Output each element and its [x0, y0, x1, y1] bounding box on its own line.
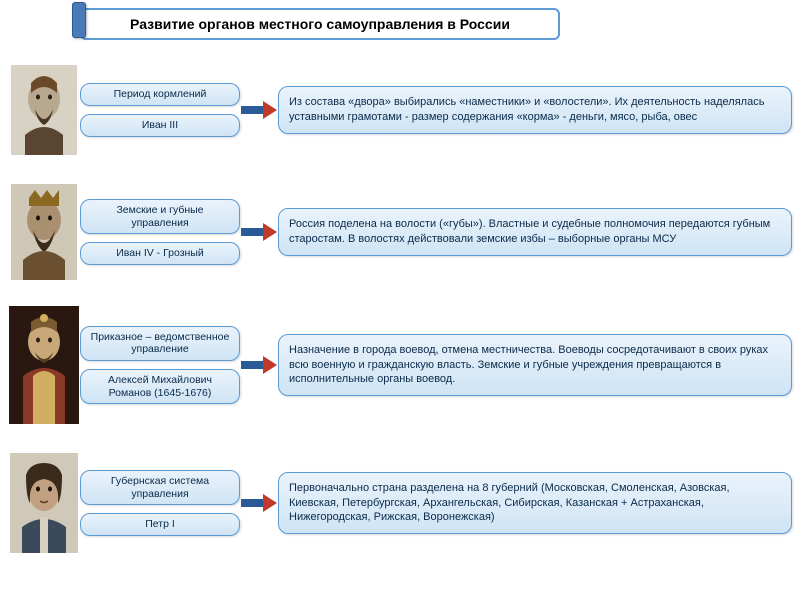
period-row-4: Губернская система управления Петр I Пер…	[8, 448, 792, 558]
ruler-label-2: Иван IV - Грозный	[80, 242, 240, 265]
labels-2: Земские и губные управления Иван IV - Гр…	[80, 199, 240, 265]
period-label-1: Период кормлений	[80, 83, 240, 106]
description-4: Первоначально страна разделена на 8 губе…	[278, 472, 792, 535]
period-row-3: Приказное – ведомственное управление Але…	[8, 300, 792, 430]
labels-3: Приказное – ведомственное управление Але…	[80, 326, 240, 404]
period-row-2: Земские и губные управления Иван IV - Гр…	[8, 178, 792, 286]
arrow-4	[240, 492, 278, 514]
description-1: Из состава «двора» выбирались «наместник…	[278, 86, 792, 134]
portrait-peter-i	[8, 453, 80, 553]
labels-1: Период кормлений Иван III	[80, 83, 240, 136]
arrow-1	[240, 99, 278, 121]
description-3: Назначение в города воевод, отмена местн…	[278, 334, 792, 397]
period-label-3: Приказное – ведомственное управление	[80, 326, 240, 361]
title-container: Развитие органов местного самоуправления…	[80, 8, 560, 40]
arrow-2	[240, 221, 278, 243]
period-label-4: Губернская система управления	[80, 470, 240, 505]
portrait-ivan-iv	[8, 184, 80, 280]
period-row-1: Период кормлений Иван III Из состава «дв…	[8, 56, 792, 164]
ruler-label-4: Петр I	[80, 513, 240, 536]
portrait-ivan-iii	[8, 65, 80, 155]
portrait-alexey-romanov	[8, 306, 80, 424]
page-title: Развитие органов местного самоуправления…	[80, 8, 560, 40]
arrow-3	[240, 354, 278, 376]
period-label-2: Земские и губные управления	[80, 199, 240, 234]
ruler-label-3: Алексей Михайлович Романов (1645-1676)	[80, 369, 240, 404]
ruler-label-1: Иван III	[80, 114, 240, 137]
title-tab-decoration	[72, 2, 86, 38]
description-2: Россия поделена на волости («губы»). Вла…	[278, 208, 792, 256]
labels-4: Губернская система управления Петр I	[80, 470, 240, 536]
